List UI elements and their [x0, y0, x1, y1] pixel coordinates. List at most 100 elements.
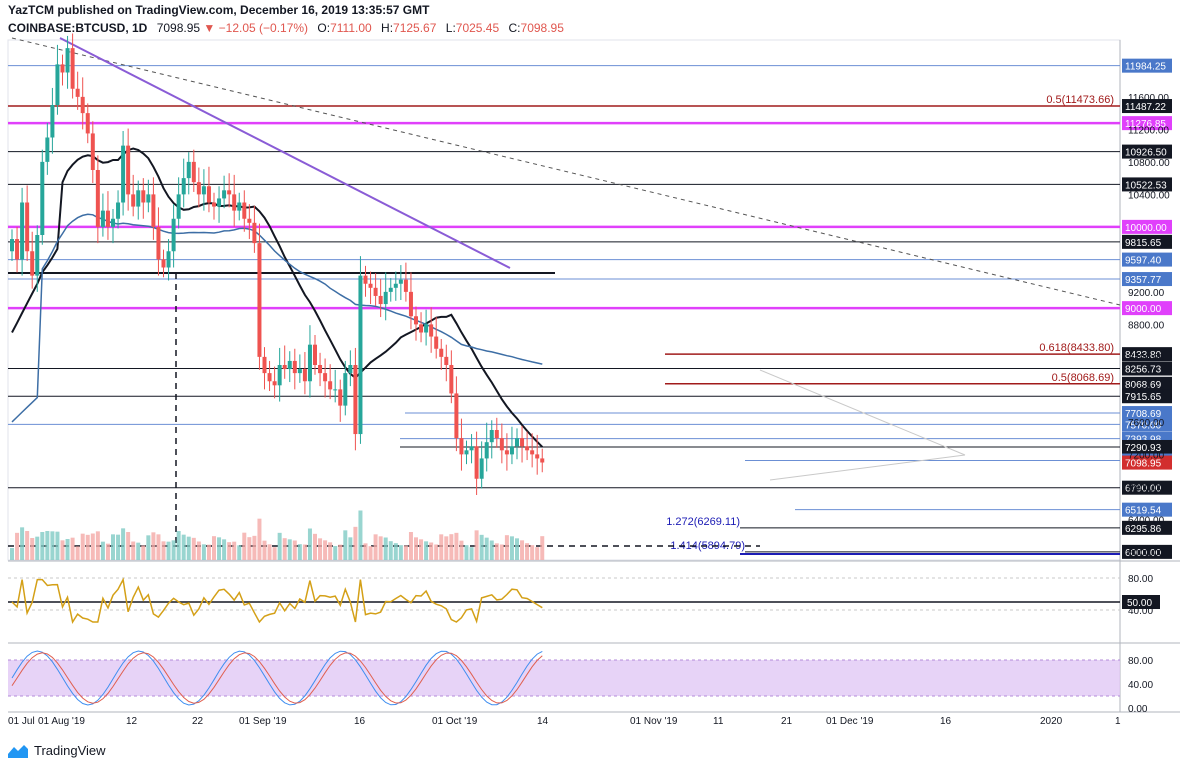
candle-body — [25, 202, 30, 252]
time-axis-tick: 22 — [192, 716, 204, 727]
btcusd-chart[interactable]: 11984.25 11487.22 0.5(11473.66) 11276.85 109… — [0, 0, 1180, 740]
volume-bar — [439, 534, 444, 560]
candle-body — [237, 202, 242, 211]
stoch-axis-tick: 0.00 — [1128, 704, 1148, 715]
candle-body — [414, 316, 418, 325]
stoch-axis-tick: 80.00 — [1128, 656, 1153, 667]
volume-bar — [363, 543, 368, 560]
volume-bar — [227, 542, 232, 560]
volume-bar — [60, 540, 65, 560]
volume-bar — [540, 536, 545, 560]
dashed-trendline — [11, 37, 1121, 306]
volume-bar — [171, 540, 176, 560]
candle-body — [161, 259, 166, 268]
volume-bar — [181, 534, 186, 560]
main-pane-frame — [7, 39, 1121, 561]
price-axis-tick: 6400.00 — [1128, 515, 1165, 526]
candle-body — [338, 389, 343, 406]
volume-bar — [121, 528, 126, 560]
candle-body — [201, 186, 206, 195]
candle-body — [459, 438, 464, 455]
price-label: 7570.00 — [1125, 420, 1162, 431]
volume-bar — [408, 532, 413, 560]
volume-bar — [75, 546, 80, 560]
candle-body — [40, 161, 45, 235]
volume-bar — [515, 538, 519, 560]
price-label-tag — [1122, 301, 1172, 316]
triangle-upper — [759, 369, 966, 456]
fib-level-label: 0.618(8433.80) — [1039, 342, 1114, 354]
candle-body — [181, 178, 186, 195]
volume-bar — [535, 547, 540, 560]
candle-body — [35, 235, 40, 276]
candle-body — [429, 324, 434, 337]
candle-body — [393, 283, 398, 288]
candle-body — [176, 194, 181, 219]
tradingview-logo-icon — [8, 744, 28, 758]
price-label-tag — [1122, 439, 1172, 454]
candle-body — [247, 218, 252, 223]
price-label: 11984.25 — [1125, 62, 1166, 73]
candle-body — [272, 381, 277, 386]
price-label-tag — [1122, 480, 1172, 495]
low-value: 7025.45 — [455, 21, 500, 35]
volume-bar — [398, 545, 403, 560]
candle-body — [307, 344, 312, 382]
candle-body — [509, 446, 514, 455]
volume-bar — [509, 536, 514, 560]
candle-body — [444, 356, 449, 365]
price-label: 7915.65 — [1125, 392, 1162, 403]
candle-body — [464, 450, 469, 455]
candle-body — [80, 96, 85, 114]
candle-body — [343, 373, 348, 406]
candle-body — [126, 145, 131, 195]
volume-bar — [474, 530, 479, 560]
low-label: L: — [445, 21, 456, 35]
volume-bar — [393, 543, 398, 560]
price-label-tag — [1122, 252, 1172, 267]
candle-body — [318, 365, 323, 374]
volume-bar — [504, 535, 509, 560]
time-axis-tick: 01 Aug '19 — [38, 716, 85, 727]
volume-bar — [464, 545, 469, 560]
price-label-tag — [1122, 99, 1172, 114]
candle-body — [277, 365, 282, 386]
price-label-tag — [1122, 520, 1172, 535]
candle-body — [383, 291, 388, 305]
candle-body — [15, 239, 20, 260]
time-axis-tick: 16 — [940, 716, 952, 727]
volume-bar — [429, 542, 434, 560]
volume-bar — [444, 536, 449, 560]
stoch-axis-tick: 40.00 — [1128, 680, 1153, 691]
candle-body — [348, 365, 353, 374]
price-label: 9597.40 — [1125, 256, 1162, 267]
candle-body — [131, 194, 136, 207]
price-label-tag — [1122, 177, 1172, 192]
close-label: C: — [508, 21, 521, 35]
volume-bar — [297, 544, 302, 560]
volume-bar — [353, 526, 358, 560]
volume-bar — [419, 539, 424, 560]
volume-bar — [85, 534, 90, 560]
volume-bar — [217, 537, 222, 560]
candle-body — [373, 287, 378, 296]
price-change: −12.05 (−0.17%) — [218, 21, 309, 35]
volume-bar — [424, 541, 429, 560]
price-label-tag — [1122, 544, 1172, 559]
price-axis-tick: 6800.00 — [1128, 483, 1165, 494]
volume-bar — [489, 540, 494, 560]
symbol-name[interactable]: COINBASE:BTCUSD, 1D — [8, 21, 148, 35]
volume-bar — [141, 545, 146, 560]
candle-body — [55, 64, 60, 105]
candle-body — [227, 190, 232, 195]
rsi-tag — [1122, 595, 1160, 609]
volume-bar — [50, 531, 55, 560]
volume-bar — [100, 541, 105, 560]
volume-bar — [116, 534, 121, 560]
price-axis-tick: 8800.00 — [1128, 320, 1165, 331]
candle-body — [419, 324, 424, 333]
candle-body — [494, 430, 499, 439]
price-label: 11487.22 — [1125, 102, 1166, 113]
candle-body — [30, 251, 35, 276]
volume-bar — [282, 538, 287, 560]
